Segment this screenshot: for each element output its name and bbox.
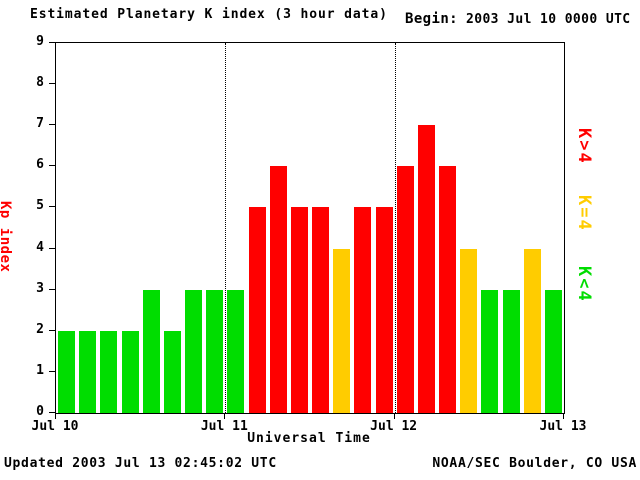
- chart-title: Estimated Planetary K index (3 hour data…: [30, 7, 388, 22]
- y-tick-label: 4: [36, 239, 44, 255]
- x-tick-mark: [55, 414, 56, 419]
- x-tick-label: Jul 13: [539, 419, 587, 434]
- kp-bar: [481, 289, 499, 413]
- legend-k-equal-4: K=4: [574, 195, 594, 232]
- day-divider-line: [225, 43, 227, 413]
- x-tick-mark: [563, 414, 564, 419]
- y-tick-mark: [49, 370, 55, 372]
- kp-bar: [333, 248, 351, 413]
- kp-bar: [58, 330, 76, 413]
- legend-k-above-4: K>4: [574, 128, 594, 165]
- y-tick-mark: [49, 412, 55, 413]
- day-divider-line: [394, 43, 396, 413]
- kp-bar: [121, 330, 139, 413]
- x-tick-label: Jul 12: [370, 419, 418, 434]
- kp-bar: [142, 289, 160, 413]
- x-axis-label: Universal Time: [247, 431, 371, 446]
- y-tick-mark: [49, 247, 55, 249]
- kp-bar: [312, 207, 330, 413]
- kp-bar: [163, 330, 181, 413]
- kp-bar: [544, 289, 562, 413]
- kp-bar: [185, 289, 203, 413]
- y-tick-label: 2: [36, 321, 44, 337]
- begin-label: Begin:: [405, 11, 458, 27]
- y-tick-label: 0: [36, 404, 44, 419]
- kp-bar: [206, 289, 224, 413]
- y-tick-label: 1: [36, 362, 44, 378]
- y-tick-label: 9: [36, 34, 44, 49]
- kp-bar: [248, 207, 266, 413]
- y-tick-label: 8: [36, 75, 44, 91]
- kp-bar: [79, 330, 97, 413]
- kp-bar: [100, 330, 118, 413]
- x-tick-mark: [393, 414, 395, 419]
- x-tick-mark: [224, 414, 226, 419]
- y-tick-label: 7: [36, 116, 44, 132]
- y-axis-label: Kp index: [0, 201, 13, 273]
- kp-bar: [460, 248, 478, 413]
- kp-bar: [227, 289, 245, 413]
- y-tick-mark: [49, 124, 55, 126]
- x-tick-label: Jul 11: [200, 419, 248, 434]
- kp-bar: [439, 166, 457, 413]
- y-tick-mark: [49, 83, 55, 85]
- kp-bar: [417, 125, 435, 413]
- kp-bar: [269, 166, 287, 413]
- y-tick-mark: [49, 165, 55, 167]
- kp-bar: [523, 248, 541, 413]
- y-tick-mark: [49, 42, 55, 43]
- updated-timestamp: Updated 2003 Jul 13 02:45:02 UTC: [4, 456, 277, 471]
- plot-area: [55, 42, 565, 414]
- y-tick-label: 5: [36, 198, 44, 214]
- y-tick-label: 3: [36, 280, 44, 296]
- begin-text: Begin: 2003 Jul 10 0000 UTC: [405, 11, 631, 27]
- begin-value: 2003 Jul 10 0000 UTC: [465, 12, 631, 27]
- x-tick-label: Jul 10: [31, 419, 79, 434]
- y-tick-mark: [49, 288, 55, 290]
- kp-bar: [375, 207, 393, 413]
- source-attribution: NOAA/SEC Boulder, CO USA: [432, 456, 637, 471]
- y-tick-label: 6: [36, 157, 44, 173]
- y-tick-mark: [49, 329, 55, 331]
- kp-bar: [354, 207, 372, 413]
- legend-k-below-4: K<4: [574, 266, 594, 303]
- y-tick-mark: [49, 206, 55, 208]
- kp-bar: [396, 166, 414, 413]
- kp-bar: [502, 289, 520, 413]
- kp-bar: [290, 207, 308, 413]
